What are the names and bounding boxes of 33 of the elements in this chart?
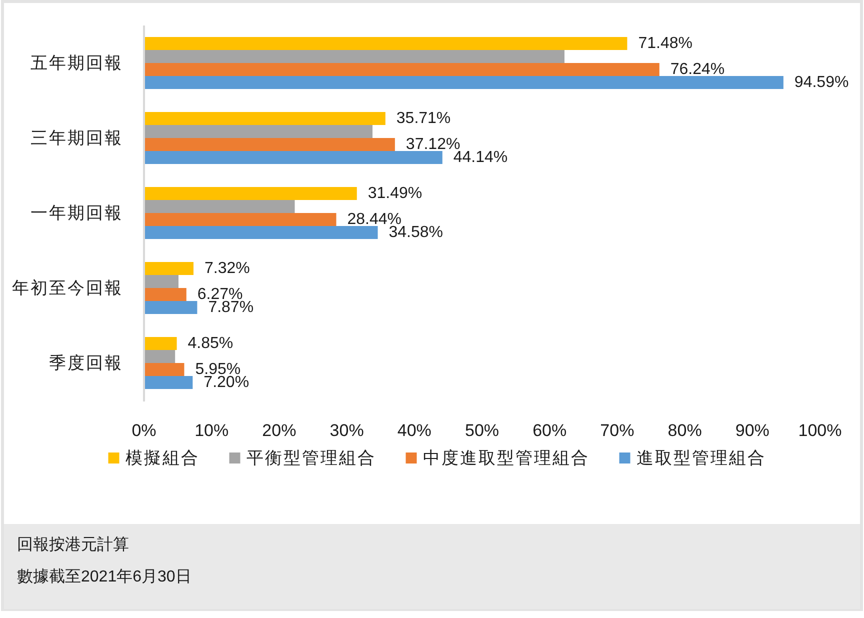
legend-label: 進取型管理組合 xyxy=(636,448,766,468)
category-label: 一年期回報 xyxy=(30,204,123,222)
data-label: 7.32% xyxy=(204,260,250,277)
category-label: 年初至今回報 xyxy=(12,278,123,298)
data-label: 34.58% xyxy=(388,224,444,241)
annotation: 回報按港元計算 xyxy=(17,536,129,554)
tick-label: 60% xyxy=(532,421,567,440)
tick-label: 20% xyxy=(262,421,296,440)
legend-label: 平衡型管理組合 xyxy=(246,448,376,468)
tick-label: 0% xyxy=(132,421,156,440)
legend-label: 中度進取型管理組合 xyxy=(422,448,590,468)
category-label: 三年期回報 xyxy=(30,128,123,148)
tick-label: 80% xyxy=(668,421,702,440)
tick-label: 50% xyxy=(464,421,500,440)
data-label: 7.87% xyxy=(208,299,254,316)
tick-label: 70% xyxy=(600,421,634,440)
category-label: 五年期回報 xyxy=(30,54,123,72)
data-label: 76.24% xyxy=(670,61,725,78)
legend-label: 模擬組合 xyxy=(125,448,200,468)
tick-label: 10% xyxy=(194,421,229,440)
data-label: 4.85% xyxy=(188,335,234,352)
category-label: 季度回報 xyxy=(49,354,123,372)
data-label: 7.20% xyxy=(204,374,250,391)
data-label: 94.59% xyxy=(794,74,849,91)
data-label: 31.49% xyxy=(368,185,422,202)
data-label: 44.14% xyxy=(453,149,508,166)
data-label: 71.48% xyxy=(638,35,692,52)
annotation: 數據截至2021年6月30日 xyxy=(17,568,192,586)
tick-label: 40% xyxy=(397,421,432,440)
data-label: 35.71% xyxy=(396,110,451,127)
tick-label: 100% xyxy=(798,421,842,440)
tick-label: 30% xyxy=(330,421,364,440)
tick-label: 90% xyxy=(735,421,770,440)
